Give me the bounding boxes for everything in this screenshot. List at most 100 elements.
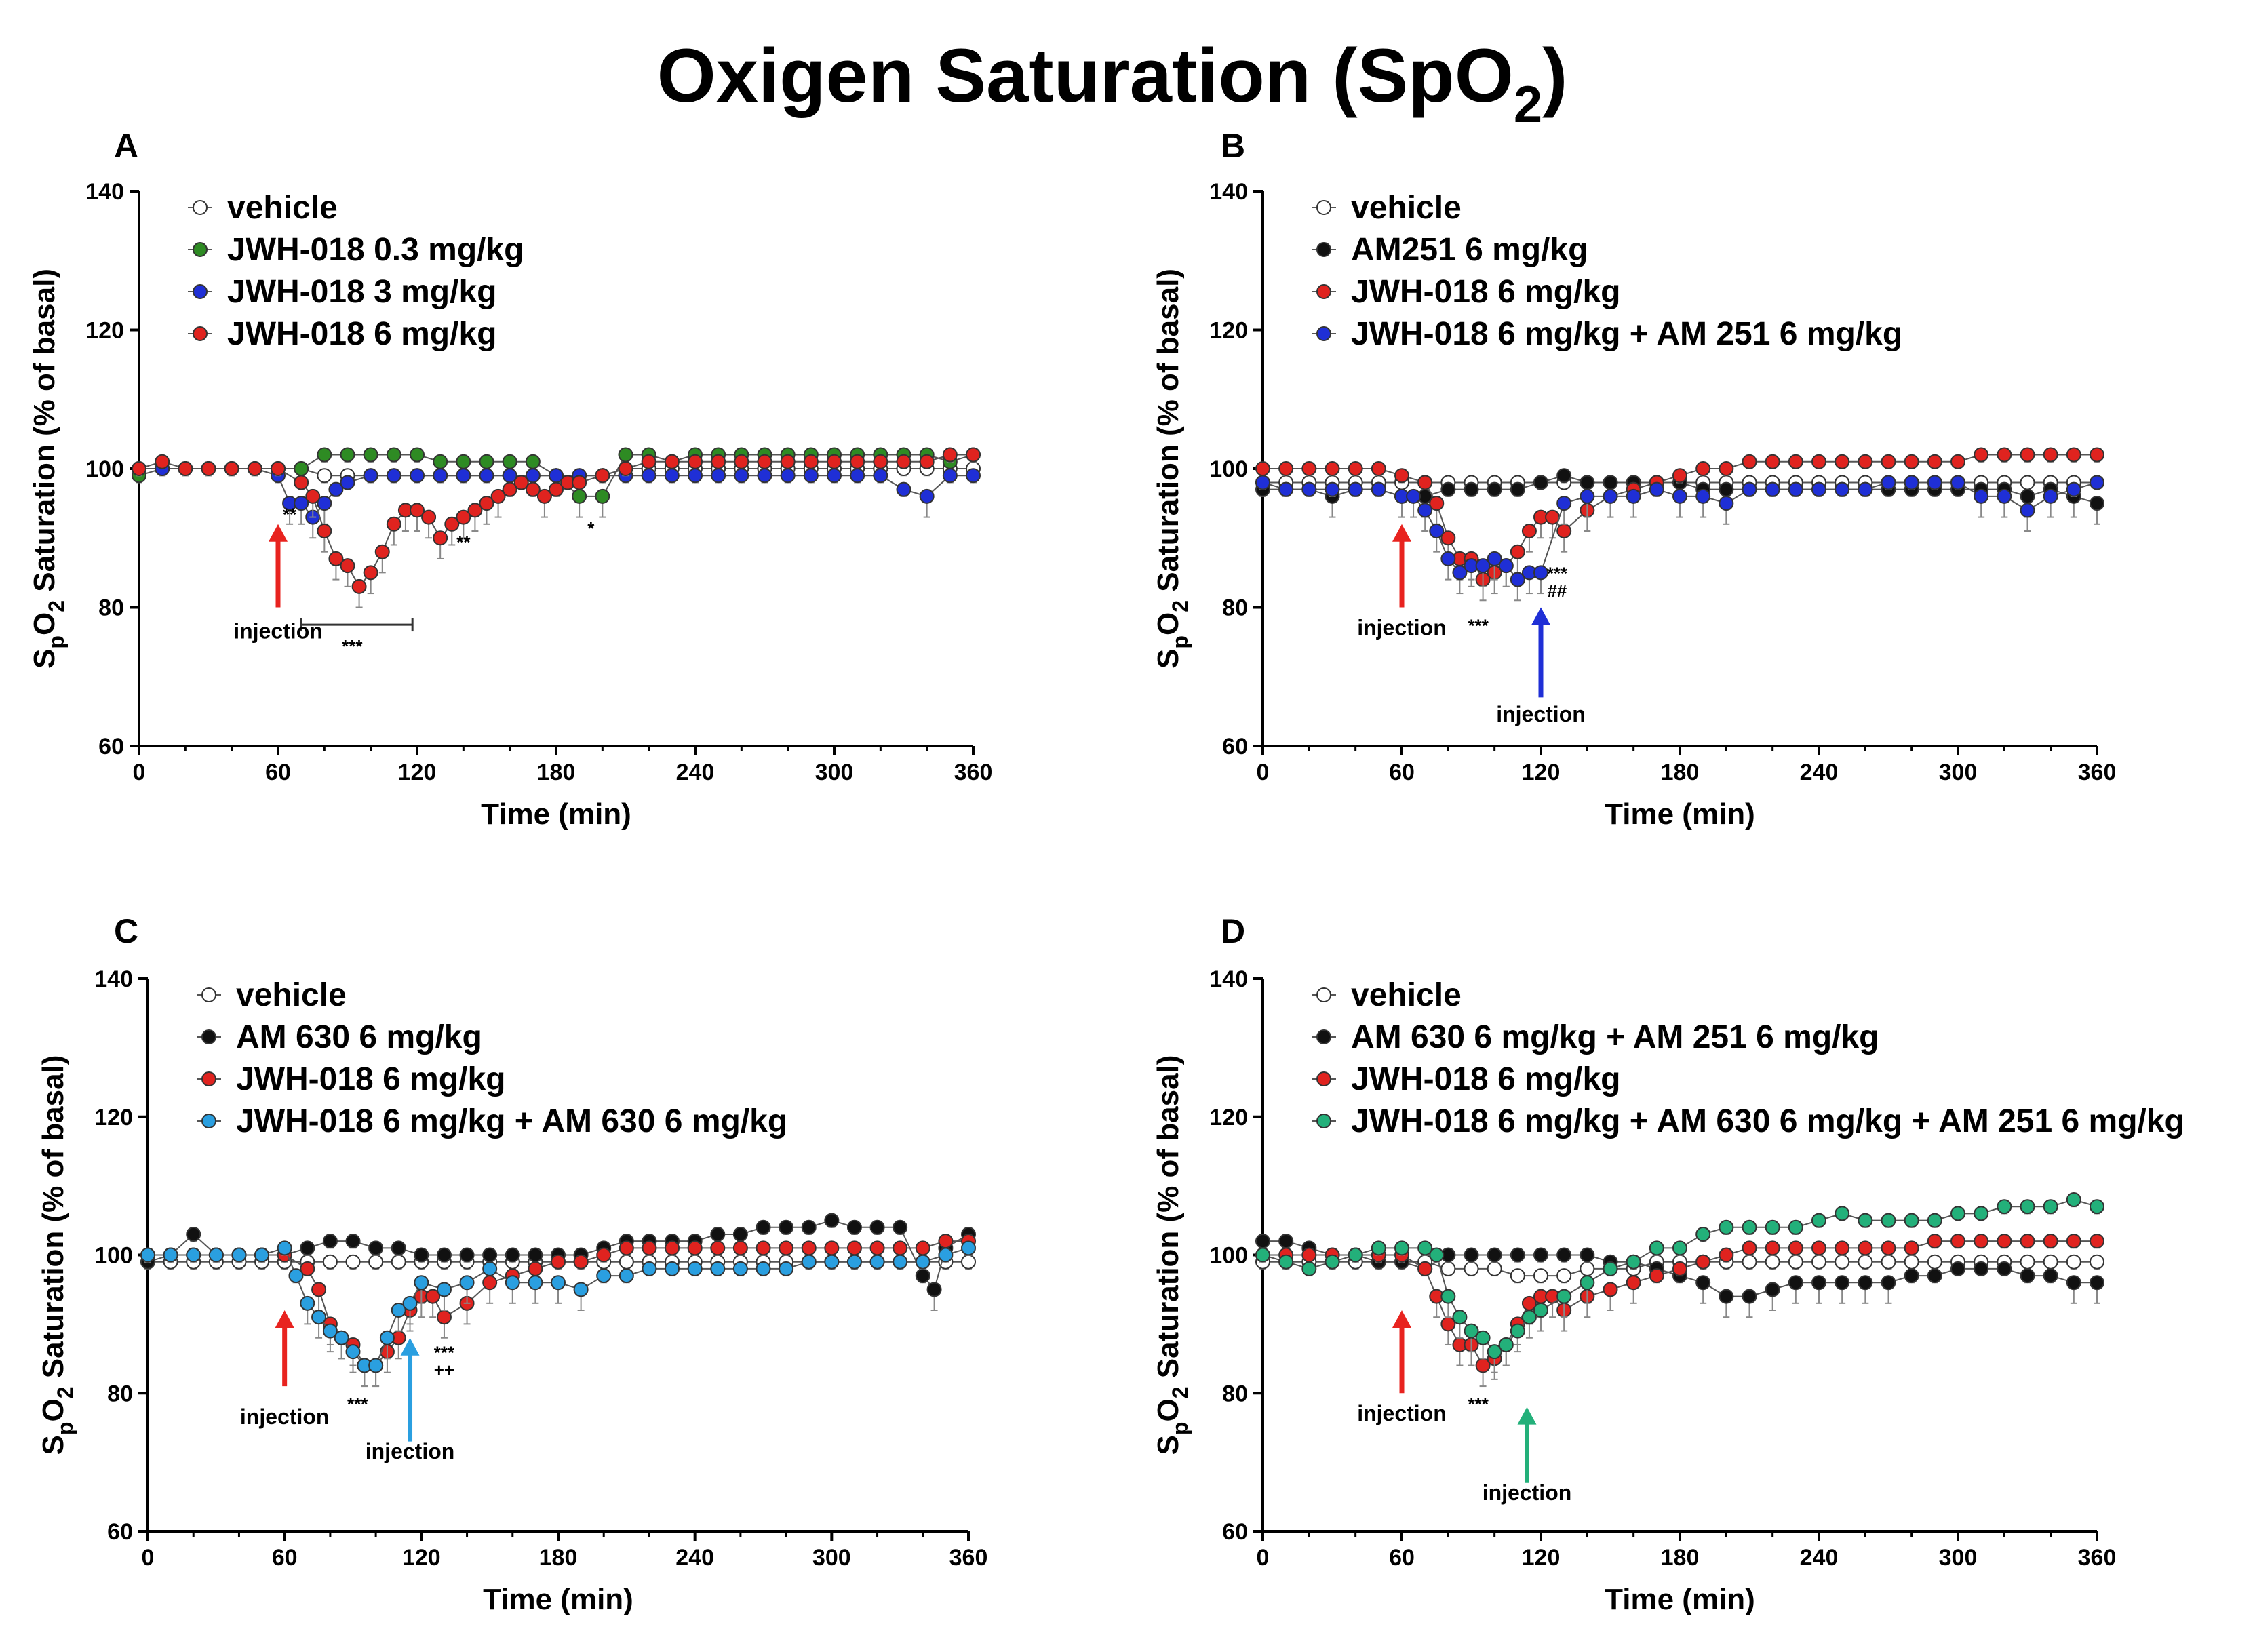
data-point bbox=[1301, 481, 1317, 497]
data-point bbox=[386, 468, 401, 484]
data-point bbox=[596, 1247, 612, 1263]
significance-marker: *** bbox=[342, 636, 363, 656]
data-point bbox=[294, 461, 309, 476]
data-point bbox=[1510, 481, 1525, 497]
data-point bbox=[1475, 1330, 1491, 1345]
data-point bbox=[1278, 461, 1294, 476]
data-point bbox=[1765, 1254, 1780, 1270]
data-point bbox=[410, 468, 425, 484]
y-tick-label: 60 bbox=[1222, 734, 1248, 760]
significance-marker: *** bbox=[1468, 615, 1489, 635]
data-point bbox=[1974, 1206, 1989, 1221]
data-point bbox=[1325, 481, 1340, 497]
legend: vehicle AM 630 6 mg/kg JWH-018 6 mg/kg JWH-… bbox=[197, 977, 787, 1139]
data-point bbox=[1533, 1268, 1548, 1284]
data-point bbox=[1811, 1240, 1826, 1256]
x-axis-label: Time (min) bbox=[481, 798, 631, 831]
data-point bbox=[351, 578, 367, 594]
data-point bbox=[433, 468, 448, 484]
data-point bbox=[1556, 524, 1572, 539]
data-point bbox=[573, 1282, 589, 1297]
data-point bbox=[1255, 475, 1270, 490]
data-point bbox=[2020, 1199, 2035, 1215]
data-point bbox=[444, 516, 460, 532]
data-point bbox=[873, 468, 888, 484]
significance-marker: ++ bbox=[434, 1360, 454, 1380]
y-tick-label: 100 bbox=[85, 456, 124, 482]
data-point bbox=[966, 468, 981, 484]
data-point bbox=[1997, 1234, 2012, 1249]
y-tick-label: 80 bbox=[1222, 595, 1248, 621]
data-point bbox=[966, 447, 981, 463]
data-point bbox=[436, 1310, 452, 1325]
data-point bbox=[1278, 1234, 1294, 1249]
data-point bbox=[1672, 1240, 1687, 1256]
data-point bbox=[1695, 1254, 1711, 1270]
data-point bbox=[2020, 503, 2035, 518]
data-point bbox=[459, 1275, 475, 1291]
x-tick-label: 360 bbox=[954, 760, 993, 785]
data-point bbox=[528, 1261, 543, 1276]
x-tick-label: 120 bbox=[398, 760, 437, 785]
data-point bbox=[178, 461, 193, 476]
x-tick-label: 180 bbox=[539, 1545, 578, 1571]
data-point bbox=[1440, 530, 1456, 546]
data-point bbox=[414, 1247, 429, 1263]
data-point bbox=[2090, 496, 2104, 511]
data-point bbox=[224, 461, 239, 476]
data-point bbox=[664, 468, 680, 484]
x-tick-label: 60 bbox=[1389, 760, 1415, 785]
series-3 bbox=[1255, 1192, 2104, 1373]
data-point bbox=[1521, 524, 1537, 539]
y-label-part: S bbox=[1152, 649, 1185, 669]
data-point bbox=[2020, 447, 2035, 463]
series-3 bbox=[140, 1240, 976, 1388]
x-tick-label: 300 bbox=[1939, 1545, 1978, 1571]
data-point bbox=[1927, 1268, 1942, 1284]
x-tick-label: 120 bbox=[1522, 760, 1561, 785]
x-axis-label: Time (min) bbox=[483, 1583, 633, 1616]
data-point bbox=[414, 1275, 429, 1291]
legend-marker bbox=[193, 326, 208, 341]
data-point bbox=[896, 481, 911, 497]
x-tick-label: 0 bbox=[1257, 1545, 1270, 1571]
y-label-subscript: 2 bbox=[53, 1387, 77, 1399]
data-point bbox=[467, 503, 483, 518]
data-point bbox=[410, 503, 425, 518]
injection-label: injection bbox=[1483, 1480, 1572, 1505]
y-tick-label: 80 bbox=[107, 1381, 133, 1407]
data-point bbox=[942, 468, 958, 484]
data-point bbox=[1835, 454, 1850, 469]
data-point bbox=[1881, 1213, 1896, 1228]
data-point bbox=[368, 1254, 384, 1270]
data-point bbox=[386, 516, 401, 532]
data-point bbox=[824, 1240, 840, 1256]
x-tick-label: 240 bbox=[676, 760, 715, 785]
data-point bbox=[317, 496, 332, 511]
injection-arrow-head bbox=[269, 524, 288, 542]
legend-label: vehicle bbox=[1351, 190, 1462, 226]
y-tick-label: 120 bbox=[1209, 1105, 1248, 1130]
data-point bbox=[317, 468, 332, 484]
data-point bbox=[1788, 454, 1803, 469]
significance-marker: ** bbox=[283, 505, 297, 525]
data-point bbox=[1695, 1275, 1711, 1291]
legend-label: JWH-018 6 mg/kg bbox=[236, 1061, 505, 1097]
injection-arrow-head bbox=[400, 1337, 420, 1356]
data-point bbox=[1498, 1337, 1514, 1352]
data-point bbox=[317, 524, 332, 539]
injection-arrow-head bbox=[275, 1310, 294, 1328]
data-point bbox=[1927, 1234, 1942, 1249]
data-point bbox=[1858, 481, 1873, 497]
data-point bbox=[732, 1261, 748, 1276]
data-point bbox=[482, 1261, 498, 1276]
series-3 bbox=[1255, 475, 2104, 602]
data-point bbox=[436, 1247, 452, 1263]
data-point bbox=[1487, 551, 1502, 566]
data-point bbox=[1556, 1247, 1572, 1263]
x-tick-label: 360 bbox=[949, 1545, 988, 1571]
y-label-subscript: p bbox=[1168, 635, 1192, 649]
data-point bbox=[1556, 1268, 1572, 1284]
x-tick-label: 180 bbox=[1661, 760, 1700, 785]
data-point bbox=[1927, 475, 1942, 490]
